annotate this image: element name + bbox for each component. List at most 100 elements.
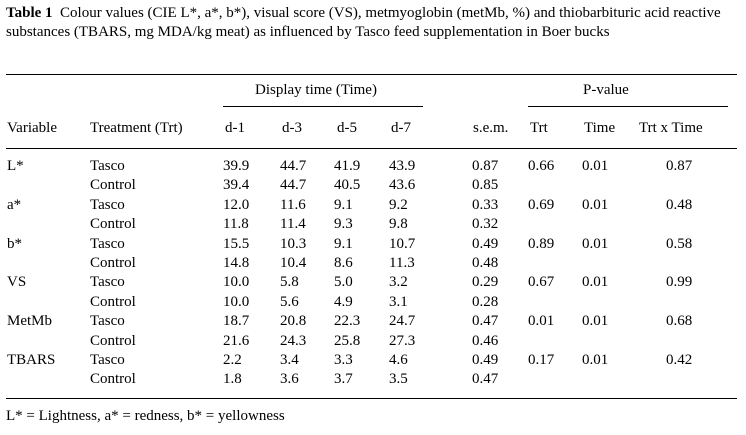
cell-p-trt: 0.67	[528, 274, 555, 290]
cell-d5: 25.8	[334, 333, 361, 349]
cell-d5: 3.3	[334, 352, 353, 368]
cell-p-trt-x-time: 0.42	[666, 352, 693, 368]
cell-d5: 41.9	[334, 158, 361, 174]
cell-d1: 18.7	[223, 313, 250, 329]
cell-sem: 0.48	[472, 255, 499, 271]
cell-sem: 0.49	[472, 236, 499, 252]
top-rule	[6, 74, 737, 75]
p-value-rule	[528, 106, 728, 107]
cell-d3: 11.6	[280, 197, 306, 213]
cell-d1: 39.9	[223, 158, 250, 174]
table-label: Table 1	[6, 5, 53, 21]
cell-treatment: Tasco	[90, 158, 125, 174]
cell-sem: 0.33	[472, 197, 499, 213]
cell-treatment: Control	[90, 216, 136, 232]
cell-p-trt: 0.69	[528, 197, 555, 213]
cell-d7: 9.2	[389, 197, 408, 213]
cell-p-time: 0.01	[582, 352, 609, 368]
cell-d1: 1.8	[223, 371, 242, 387]
cell-sem: 0.49	[472, 352, 499, 368]
cell-p-time: 0.01	[582, 274, 609, 290]
cell-d3: 3.4	[280, 352, 299, 368]
cell-d5: 4.9	[334, 294, 353, 310]
table-caption-text: Colour values (CIE L*, a*, b*), visual s…	[6, 5, 721, 40]
cell-sem: 0.47	[472, 313, 499, 329]
cell-treatment: Tasco	[90, 313, 125, 329]
table-footnote: L* = Lightness, a* = redness, b* = yello…	[6, 408, 285, 424]
cell-d5: 5.0	[334, 274, 353, 290]
cell-p-trt-x-time: 0.68	[666, 313, 693, 329]
cell-d3: 20.8	[280, 313, 307, 329]
cell-variable: a*	[7, 197, 22, 213]
cell-d7: 9.8	[389, 216, 408, 232]
display-time-rule	[223, 106, 423, 107]
cell-d7: 3.1	[389, 294, 408, 310]
cell-d1: 11.8	[223, 216, 249, 232]
cell-d3: 44.7	[280, 177, 307, 193]
cell-d5: 3.7	[334, 371, 353, 387]
cell-p-time: 0.01	[582, 313, 609, 329]
cell-treatment: Control	[90, 294, 136, 310]
cell-treatment: Tasco	[90, 274, 125, 290]
cell-p-trt: 0.17	[528, 352, 555, 368]
cell-d3: 44.7	[280, 158, 307, 174]
header-treatment: Treatment (Trt)	[90, 120, 183, 136]
cell-sem: 0.85	[472, 177, 499, 193]
cell-p-trt-x-time: 0.58	[666, 236, 693, 252]
cell-d5: 9.1	[334, 197, 353, 213]
cell-p-time: 0.01	[582, 158, 609, 174]
header-d1: d-1	[225, 120, 245, 136]
cell-d1: 2.2	[223, 352, 242, 368]
cell-d5: 40.5	[334, 177, 361, 193]
table-caption: Table 1 Colour values (CIE L*, a*, b*), …	[6, 4, 742, 42]
header-sem: s.e.m.	[473, 120, 509, 136]
cell-variable: TBARS	[7, 352, 56, 368]
cell-d5: 9.3	[334, 216, 353, 232]
cell-p-trt: 0.89	[528, 236, 555, 252]
cell-d7: 11.3	[389, 255, 415, 271]
cell-d7: 3.5	[389, 371, 408, 387]
cell-treatment: Tasco	[90, 197, 125, 213]
cell-treatment: Control	[90, 333, 136, 349]
cell-d1: 10.0	[223, 274, 250, 290]
cell-d1: 14.8	[223, 255, 250, 271]
cell-d7: 3.2	[389, 274, 408, 290]
cell-d1: 10.0	[223, 294, 250, 310]
cell-sem: 0.87	[472, 158, 499, 174]
cell-d7: 24.7	[389, 313, 416, 329]
header-p-value: P-value	[583, 82, 629, 98]
cell-d1: 21.6	[223, 333, 250, 349]
cell-treatment: Control	[90, 255, 136, 271]
cell-d3: 10.4	[280, 255, 307, 271]
cell-sem: 0.28	[472, 294, 499, 310]
cell-d3: 5.6	[280, 294, 299, 310]
cell-variable: L*	[7, 158, 24, 174]
cell-d5: 8.6	[334, 255, 353, 271]
cell-d5: 9.1	[334, 236, 353, 252]
header-rule	[6, 148, 737, 149]
cell-treatment: Control	[90, 177, 136, 193]
header-p-trt-x-time: Trt x Time	[639, 120, 703, 136]
cell-variable: b*	[7, 236, 22, 252]
bottom-rule	[6, 398, 737, 399]
header-d3: d-3	[282, 120, 302, 136]
header-d5: d-5	[337, 120, 357, 136]
cell-d7: 4.6	[389, 352, 408, 368]
cell-treatment: Control	[90, 371, 136, 387]
cell-p-trt-x-time: 0.99	[666, 274, 693, 290]
cell-p-trt: 0.01	[528, 313, 555, 329]
cell-d1: 12.0	[223, 197, 250, 213]
header-p-time: Time	[584, 120, 616, 136]
cell-variable: VS	[7, 274, 27, 290]
cell-d3: 11.4	[280, 216, 306, 232]
cell-d1: 15.5	[223, 236, 250, 252]
header-d7: d-7	[391, 120, 411, 136]
cell-sem: 0.47	[472, 371, 499, 387]
header-variable: Variable	[7, 120, 57, 136]
cell-d3: 5.8	[280, 274, 299, 290]
cell-sem: 0.29	[472, 274, 499, 290]
cell-d3: 24.3	[280, 333, 307, 349]
cell-p-trt: 0.66	[528, 158, 555, 174]
cell-p-trt-x-time: 0.87	[666, 158, 693, 174]
cell-d3: 3.6	[280, 371, 299, 387]
